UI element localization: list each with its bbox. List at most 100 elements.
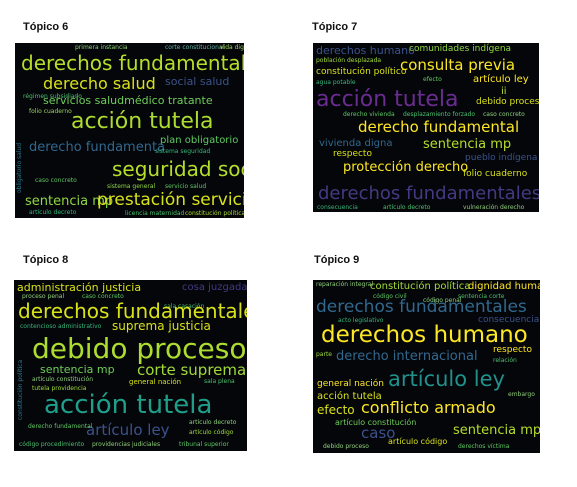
cloud-word: caso concreto xyxy=(483,111,525,118)
cloud-word: embargo xyxy=(508,391,535,398)
cloud-word: seguridad social xyxy=(112,157,244,181)
cloud-word: folio cuaderno xyxy=(29,108,72,115)
cloud-word: derecho internacional xyxy=(336,349,478,364)
cloud-word: ii xyxy=(501,86,507,97)
cloud-word: derecho fundamenta xyxy=(29,140,166,155)
cloud-word: tribunal superior xyxy=(179,441,229,448)
cloud-word: corte suprema xyxy=(137,361,247,379)
cloud-word: servicio salud xyxy=(165,183,207,190)
word-cloud-topico-9: reparación integral constitución polític… xyxy=(313,280,540,453)
cloud-word: comunidades indígena xyxy=(409,44,512,54)
cloud-word: sistema seguridad xyxy=(155,148,211,155)
cloud-word: sala casación xyxy=(164,303,205,310)
cloud-word: vivienda digna xyxy=(319,138,393,149)
cloud-word: vida digna xyxy=(220,44,244,51)
cloud-word: efecto xyxy=(423,76,442,83)
word-cloud-topico-6: primera instancia corte constitucional v… xyxy=(15,43,244,218)
word-cloud-topico-8: administración justicia cosa juzgada pro… xyxy=(14,280,247,451)
cloud-word: sentencia mp xyxy=(423,137,512,152)
cloud-word: debido proceso xyxy=(476,97,539,107)
cloud-word: constitución político xyxy=(316,67,407,77)
cloud-word: constitución política xyxy=(17,359,24,420)
cloud-word: artículo decreto xyxy=(189,419,237,426)
cloud-word: derechos víctima xyxy=(458,443,510,450)
cloud-word: licencia maternidad xyxy=(125,210,185,217)
cloud-word: efecto xyxy=(317,403,355,417)
cloud-word: consecuencia xyxy=(317,204,358,211)
cloud-word: suprema justicia xyxy=(112,319,211,333)
cloud-word: caso concreto xyxy=(82,293,124,300)
cloud-word: relación xyxy=(493,357,517,364)
cloud-word: acto legislativo xyxy=(338,317,384,324)
cloud-word: derechos humano xyxy=(316,44,415,57)
cloud-word: proceso penal xyxy=(22,293,65,300)
cloud-word: constitución política xyxy=(370,281,471,292)
cloud-word: servicios saludmédico tratante xyxy=(43,94,213,107)
cloud-word: primera instancia xyxy=(75,44,128,51)
cloud-word: protección derecho xyxy=(343,160,469,175)
cloud-word: reparación integral xyxy=(316,281,374,288)
cloud-word: derecho vivienda xyxy=(343,111,395,118)
cloud-word: conflicto armado xyxy=(361,398,496,417)
cloud-word: derechos fundamentales xyxy=(318,183,539,204)
cloud-word: obligatorio salud xyxy=(16,142,23,193)
cloud-word: derecho fundamental xyxy=(28,423,93,430)
cloud-word: corte constitucional xyxy=(165,44,225,51)
cloud-word: consulta previa xyxy=(400,56,516,74)
cloud-word: acción tutela xyxy=(316,87,459,112)
cloud-word: artículo decreto xyxy=(29,209,77,216)
cloud-word: artículo ley xyxy=(86,421,170,439)
panel-title-topico-7: Tópico 7 xyxy=(312,21,358,33)
cloud-word: consecuencia xyxy=(478,315,540,325)
cloud-word: código civil xyxy=(373,293,407,300)
cloud-word: derechos fundamentales xyxy=(21,51,244,75)
cloud-word: artículo constitución xyxy=(32,376,94,383)
cloud-word: providencias judiciales xyxy=(92,441,161,448)
cloud-word: tutela providencia xyxy=(32,385,87,392)
cloud-word: código procedimiento xyxy=(19,441,85,448)
cloud-word: derecho fundamental xyxy=(358,118,520,136)
cloud-word: sentencia mp xyxy=(453,423,540,438)
cloud-word: artículo decreto xyxy=(383,204,431,211)
cloud-word: general nación xyxy=(317,379,384,389)
cloud-word: respecto xyxy=(493,345,532,355)
cloud-word: contencioso administrativo xyxy=(20,323,102,330)
cloud-word: social salud xyxy=(165,75,230,88)
cloud-word: respecto xyxy=(333,149,372,159)
cloud-word: sentencia mp xyxy=(40,363,115,376)
cloud-word: prestación servicio xyxy=(97,190,244,210)
panel-title-topico-9: Tópico 9 xyxy=(314,254,360,266)
cloud-word: régimen subsidiado xyxy=(23,93,82,100)
cloud-word: sentencia mp xyxy=(25,194,114,209)
cloud-word: desplazamiento forzado xyxy=(403,111,476,118)
panel-title-topico-6: Tópico 6 xyxy=(23,21,69,33)
cloud-word: general nación xyxy=(129,378,182,386)
panel-title-topico-8: Tópico 8 xyxy=(23,254,69,266)
cloud-word: vulneración derecho xyxy=(463,204,525,211)
cloud-word: acción tutela xyxy=(44,390,213,420)
cloud-word: pueblo indígena xyxy=(465,153,538,163)
cloud-word: administración justicia xyxy=(17,281,142,294)
cloud-word: artículo ley xyxy=(388,367,505,391)
cloud-word: agua potable xyxy=(316,79,356,86)
cloud-word: sentencia corte xyxy=(458,293,505,300)
cloud-word: acción tutela xyxy=(71,109,214,134)
cloud-word: cosa juzgada xyxy=(182,282,247,293)
cloud-word: sala plena xyxy=(204,378,235,385)
word-cloud-topico-7: derechos humano comunidades indígena pob… xyxy=(313,43,539,212)
cloud-word: debido proceso xyxy=(32,332,247,365)
cloud-word: caso xyxy=(361,424,396,442)
cloud-word: folio cuaderno xyxy=(463,169,528,179)
cloud-word: acción tutela xyxy=(317,391,382,402)
cloud-word: código penal xyxy=(423,297,462,304)
cloud-word: población desplazada xyxy=(316,57,382,64)
cloud-word: derechos fundamentales xyxy=(18,299,247,323)
cloud-word: derecho salud xyxy=(43,74,156,93)
cloud-word: sistema general xyxy=(107,183,156,190)
cloud-word: dignidad humana xyxy=(468,281,540,292)
cloud-word: parte xyxy=(316,351,332,358)
cloud-word: debido proceso xyxy=(323,443,369,450)
cloud-word: artículo código xyxy=(189,429,234,436)
cloud-word: artículo ley xyxy=(473,74,529,85)
cloud-word: derechos fundamentales xyxy=(316,297,527,317)
